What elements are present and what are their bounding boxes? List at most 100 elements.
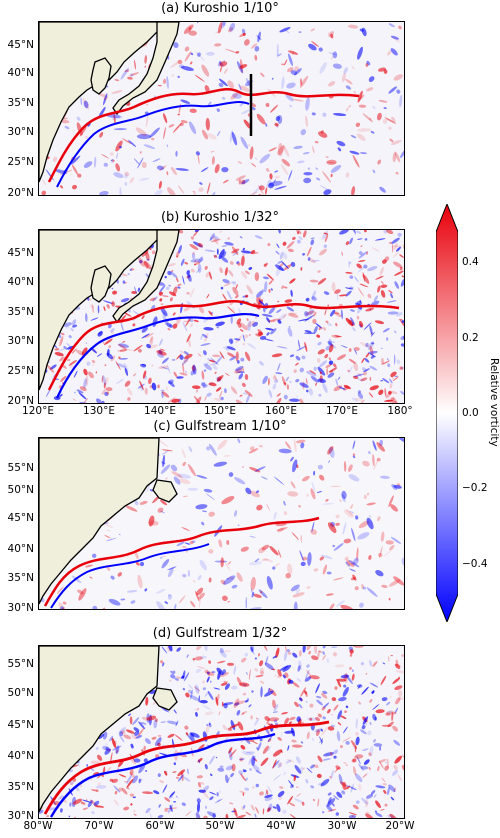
vorticity-eddy <box>266 807 271 812</box>
vorticity-eddy <box>167 379 174 385</box>
vorticity-eddy <box>175 150 178 157</box>
panel-a-title: (a) Kuroshio 1/10° <box>161 1 279 16</box>
vorticity-eddy <box>206 744 210 746</box>
vorticity-eddy <box>161 391 164 399</box>
vorticity-eddy <box>335 322 338 327</box>
vorticity-eddy <box>340 674 350 679</box>
vorticity-eddy <box>368 555 372 560</box>
vorticity-eddy <box>258 546 266 554</box>
vorticity-eddy <box>333 704 339 711</box>
vorticity-eddy <box>375 275 384 280</box>
vorticity-eddy <box>71 155 81 165</box>
vorticity-eddy <box>345 705 349 709</box>
vorticity-eddy <box>305 669 310 680</box>
vorticity-eddy <box>312 145 315 154</box>
vorticity-eddy <box>304 315 314 322</box>
vorticity-eddy <box>132 717 140 726</box>
vorticity-eddy <box>276 309 282 313</box>
vorticity-eddy <box>130 743 134 749</box>
vorticity-eddy <box>317 378 326 383</box>
vorticity-eddy <box>140 721 147 725</box>
vorticity-eddy <box>319 474 325 481</box>
vorticity-eddy <box>259 361 264 366</box>
vorticity-eddy <box>388 290 393 294</box>
vorticity-eddy <box>283 382 287 385</box>
vorticity-eddy <box>333 310 341 318</box>
vorticity-eddy <box>343 384 351 390</box>
vorticity-eddy <box>240 357 245 362</box>
vorticity-eddy <box>231 763 236 772</box>
vorticity-eddy <box>122 348 133 351</box>
vorticity-eddy <box>365 811 370 815</box>
vorticity-eddy <box>232 307 235 313</box>
vorticity-eddy <box>157 742 161 747</box>
vorticity-eddy <box>307 309 314 316</box>
vorticity-eddy <box>129 768 134 776</box>
vorticity-eddy <box>139 260 143 264</box>
vorticity-eddy <box>287 491 299 497</box>
vorticity-eddy <box>387 758 389 769</box>
vorticity-eddy <box>386 230 394 235</box>
vorticity-eddy <box>127 76 133 80</box>
vorticity-eddy <box>178 478 191 485</box>
vorticity-eddy <box>350 787 357 791</box>
vorticity-eddy <box>169 271 178 279</box>
vorticity-eddy <box>221 245 228 247</box>
vorticity-eddy <box>242 342 246 346</box>
vorticity-eddy <box>139 177 150 181</box>
vorticity-eddy <box>360 399 365 403</box>
vorticity-eddy <box>324 234 329 243</box>
vorticity-eddy <box>119 187 122 195</box>
vorticity-eddy <box>302 151 310 155</box>
vorticity-eddy <box>307 717 318 721</box>
vorticity-eddy <box>200 343 211 346</box>
vorticity-eddy <box>268 182 274 189</box>
vorticity-eddy <box>360 377 368 382</box>
vorticity-eddy <box>253 593 262 598</box>
vorticity-eddy <box>272 376 277 380</box>
vorticity-eddy <box>349 150 360 155</box>
vorticity-eddy <box>362 371 368 376</box>
vorticity-eddy <box>117 572 123 577</box>
vorticity-eddy <box>93 156 97 168</box>
vorticity-eddy <box>235 51 240 54</box>
vorticity-eddy <box>125 729 135 734</box>
vorticity-eddy <box>247 698 249 700</box>
vorticity-eddy <box>233 698 240 709</box>
vorticity-eddy <box>278 448 292 454</box>
vorticity-eddy <box>222 293 227 301</box>
vorticity-eddy <box>194 260 197 263</box>
vorticity-eddy <box>119 145 122 149</box>
vorticity-eddy <box>120 298 130 303</box>
vorticity-eddy <box>330 173 333 178</box>
vorticity-eddy <box>380 290 386 298</box>
vorticity-eddy <box>71 184 78 190</box>
vorticity-eddy <box>316 177 321 181</box>
vorticity-eddy <box>394 685 403 691</box>
vorticity-eddy <box>236 318 242 325</box>
vorticity-eddy <box>104 391 109 397</box>
vorticity-eddy <box>352 758 357 763</box>
vorticity-eddy <box>268 729 271 736</box>
vorticity-eddy <box>333 312 340 315</box>
vorticity-eddy <box>343 509 354 518</box>
vorticity-eddy <box>380 808 385 811</box>
vorticity-eddy <box>261 544 270 551</box>
vorticity-eddy <box>217 130 221 137</box>
vorticity-eddy <box>179 748 183 753</box>
vorticity-eddy <box>165 477 168 480</box>
vorticity-eddy <box>102 300 114 305</box>
vorticity-eddy <box>131 734 137 740</box>
vorticity-eddy <box>175 720 179 727</box>
vorticity-eddy <box>248 704 252 708</box>
vorticity-eddy <box>130 758 137 765</box>
vorticity-eddy <box>317 366 326 376</box>
vorticity-eddy <box>244 751 255 756</box>
vorticity-eddy <box>124 171 130 177</box>
ytick: 50°N <box>7 687 34 699</box>
vorticity-eddy <box>174 734 183 741</box>
vorticity-eddy <box>364 238 368 241</box>
vorticity-eddy <box>283 650 288 661</box>
vorticity-eddy <box>86 361 91 366</box>
vorticity-eddy <box>326 159 337 165</box>
